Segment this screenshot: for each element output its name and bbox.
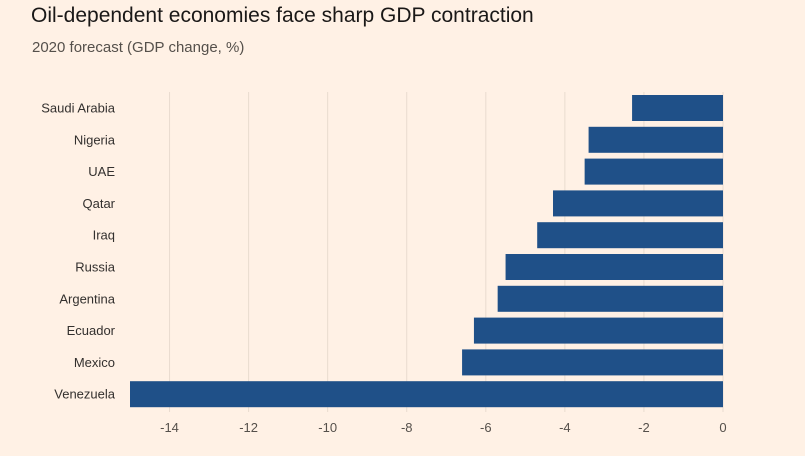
bar [505, 254, 723, 280]
bar [497, 285, 723, 312]
chart-subtitle: 2020 forecast (GDP change, %) [32, 39, 245, 56]
category-label: Saudi Arabia [41, 101, 115, 116]
category-label: Russia [75, 260, 116, 275]
bar [462, 349, 723, 376]
bar [588, 126, 723, 153]
bar [632, 95, 723, 121]
chart-title: Oil-dependent economies face sharp GDP c… [31, 4, 534, 27]
category-labels: Saudi Arabia Nigeria UAE Qatar Iraq Russia Arg… [41, 101, 116, 402]
category-label: Mexico [74, 355, 115, 370]
category-label: Argentina [59, 291, 115, 306]
category-label: Iraq [93, 228, 115, 243]
category-label: Qatar [82, 196, 115, 211]
bars [130, 95, 723, 408]
x-tick-label: -10 [318, 420, 337, 435]
category-label: UAE [88, 164, 115, 179]
bar [553, 190, 723, 217]
category-label: Nigeria [74, 132, 116, 147]
x-tick-label: -14 [160, 420, 179, 435]
x-tick-label: -2 [638, 420, 650, 435]
x-tick-label: 0 [719, 420, 726, 435]
bar [537, 222, 723, 249]
category-label: Ecuador [67, 323, 116, 338]
category-label: Venezuela [54, 387, 115, 402]
bar [130, 381, 723, 408]
bar [473, 317, 723, 344]
bar [584, 158, 723, 185]
x-tick-label: -8 [401, 420, 413, 435]
x-tick-label: -6 [480, 420, 492, 435]
x-tick-label: -12 [239, 420, 258, 435]
x-tick-label: -4 [559, 420, 571, 435]
x-tick-labels: -14 -12 -10 -8 -6 -4 -2 0 [160, 420, 726, 435]
